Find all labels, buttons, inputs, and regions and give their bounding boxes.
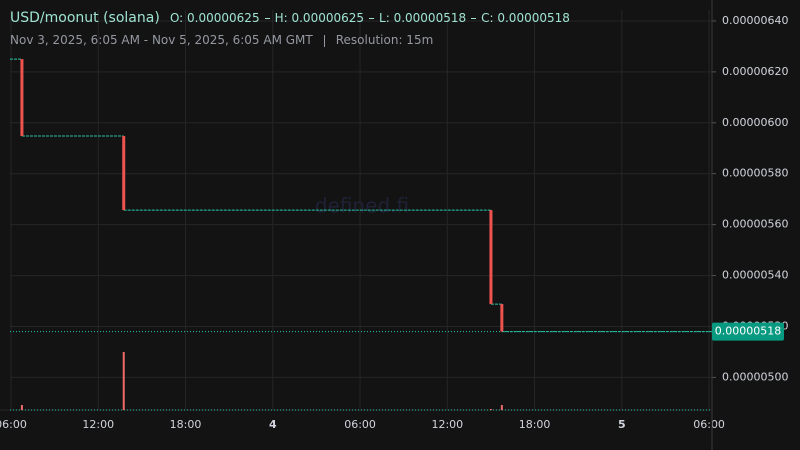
- x-tick-label: 18:00: [170, 418, 202, 431]
- volume-bar: [489, 409, 492, 410]
- y-tick-label: 0.00000560: [722, 218, 788, 231]
- pair-title: USD/moonut (solana): [10, 10, 160, 26]
- ohlc-value: 0.00000518: [497, 11, 570, 25]
- x-tick-label: 06:00: [344, 418, 376, 431]
- x-tick-label: 4: [269, 418, 277, 431]
- subheader: Nov 3, 2025, 6:05 AM - Nov 5, 2025, 6:05…: [10, 33, 433, 47]
- ohlc-label: O:: [169, 11, 184, 25]
- candle-body: [500, 304, 504, 332]
- watermark: defined.fi: [315, 194, 409, 218]
- x-tick-label: 06:00: [0, 418, 27, 431]
- candle-body: [489, 210, 493, 305]
- y-tick-label: 0.00000640: [722, 14, 788, 27]
- x-tick-label: 12:00: [431, 418, 463, 431]
- volume-bar: [20, 405, 23, 410]
- x-tick-label: 06:00: [693, 418, 725, 431]
- ohlc-value: 0.00000625: [187, 11, 260, 25]
- separator: [471, 18, 477, 19]
- y-tick-label: 0.00000600: [722, 116, 788, 129]
- ohlc-label: H:: [274, 11, 288, 25]
- x-tick-label: 18:00: [519, 418, 551, 431]
- y-tick-label: 0.00000540: [722, 269, 788, 282]
- x-tick-label: 12:00: [82, 418, 114, 431]
- ohlc: O: 0.00000625 H: 0.00000625 L: 0.00000518 C…: [170, 11, 570, 25]
- header: USD/moonut (solana) O: 0.00000625 H: 0.00…: [10, 10, 570, 26]
- separator: [264, 18, 270, 19]
- volume-bar: [122, 352, 125, 410]
- volume-bar: [500, 405, 503, 410]
- y-tick-label: 0.00000500: [722, 370, 788, 383]
- separator: [369, 18, 375, 19]
- ohlc-value: 0.00000625: [291, 11, 365, 25]
- last-price-box: [712, 322, 784, 341]
- candle-body: [122, 136, 126, 211]
- ohlc-value: 0.00000518: [393, 11, 467, 25]
- resolution: Resolution: 15m: [335, 33, 434, 47]
- x-tick-label: 5: [618, 418, 626, 431]
- ohlc-label: C:: [481, 11, 494, 25]
- y-tick-label: 0.00000580: [722, 167, 788, 180]
- ohlc-label: L:: [379, 11, 390, 25]
- divider: [323, 34, 325, 47]
- last-price-label: 0.00000518: [715, 325, 781, 338]
- candle-body: [20, 59, 24, 137]
- y-tick-label: 0.00000620: [722, 65, 788, 78]
- date-range: Nov 3, 2025, 6:05 AM - Nov 5, 2025, 6:05…: [10, 33, 313, 47]
